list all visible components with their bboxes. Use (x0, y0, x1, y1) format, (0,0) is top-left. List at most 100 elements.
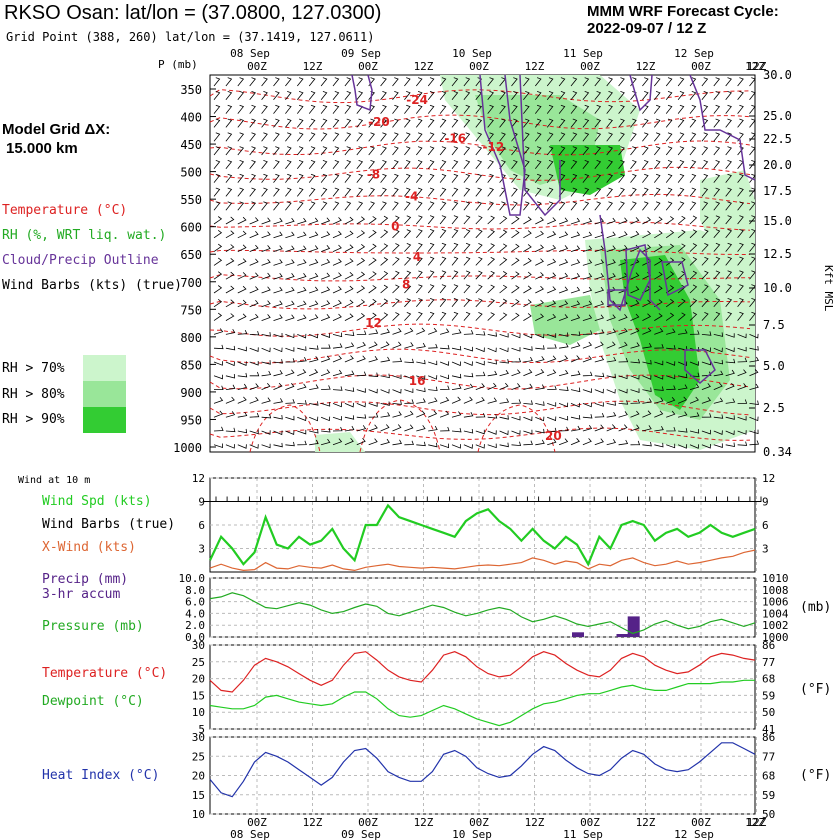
wind-barb-7-21 (463, 173, 471, 183)
wind-barb-9-40 (689, 201, 697, 211)
wind-barb-6-33 (606, 160, 613, 170)
wind-barb-15-18 (427, 284, 435, 294)
wind-barb-7-28 (546, 173, 554, 183)
legend-rh: RH (%, WRT liq. wat.) (2, 228, 167, 243)
wind-barb-14-12 (356, 271, 366, 280)
wind-barb-17-9 (320, 314, 331, 321)
wind-barb-2-45 (749, 104, 756, 114)
wind-barb-10-11 (344, 216, 354, 225)
wind-barb-6-40 (689, 160, 697, 170)
wind-barb-17-41 (701, 312, 709, 321)
xsection-time-4: 00Z (469, 60, 489, 73)
wind-barb-25-44 (737, 430, 747, 435)
wind-barb-16-10 (332, 299, 342, 308)
wind-barb-2-29 (558, 104, 566, 114)
wind-barb-20-0 (213, 361, 223, 366)
wind-barb-11-18 (427, 229, 435, 239)
wind-barb-23-20 (451, 396, 461, 404)
wind-barb-10-28 (547, 217, 557, 225)
wind-barb-6-28 (546, 160, 554, 170)
wind-barb-9-30 (570, 201, 578, 211)
wind-barb-5-30 (570, 146, 578, 156)
wind-barb-15-21 (463, 284, 471, 294)
wind-barb-24-14 (380, 412, 391, 418)
wind-barb-16-9 (320, 300, 331, 308)
wind-barb-0-4 (261, 77, 268, 87)
p-tick-label-450: 450 (180, 138, 202, 152)
wind-barb-0-5 (273, 77, 280, 87)
wind-barb-22-14 (380, 389, 390, 394)
wind-barb-26-14 (380, 438, 390, 446)
wind-barb-18-21 (463, 330, 474, 335)
wind-barb-26-38 (666, 443, 676, 449)
wind-barb-18-24 (499, 333, 509, 338)
wind-barb-17-2 (237, 313, 247, 321)
wind-barb-11-28 (547, 231, 557, 239)
wind-barb-26-20 (451, 444, 461, 449)
wind-barb-24-35 (630, 410, 640, 418)
pressure-panel-ytick-right-1: 1002 (762, 619, 789, 632)
wind-barb-18-34 (618, 327, 628, 335)
wind-barb-9-19 (439, 201, 447, 211)
wind-barb-17-31 (582, 314, 593, 321)
wind-barb-3-15 (392, 118, 399, 128)
heat-index-panel-ytick-right-0: 50 (762, 808, 775, 821)
wind-barb-11-27 (535, 230, 544, 239)
wind-barb-14-0 (213, 271, 223, 280)
wind-barb-15-44 (737, 284, 744, 294)
wind-barb-4-24 (499, 132, 506, 142)
wind-barb-18-26 (523, 333, 533, 339)
wind-barb-4-27 (534, 132, 542, 142)
wind-barb-13-17 (415, 256, 423, 266)
wind-barb-7-9 (320, 173, 328, 183)
wind-barb-9-16 (404, 201, 411, 211)
wind-barb-11-8 (309, 231, 319, 239)
page-title: RKSO Osan: lat/lon = (37.0800, 127.0300) (4, 2, 382, 24)
wind-barb-1-2 (237, 91, 245, 101)
wind-barb-6-16 (404, 160, 411, 170)
bottom-time-0: 00Z (247, 816, 267, 829)
wind-barb-9-11 (344, 201, 352, 211)
wind-barb-5-40 (689, 146, 697, 156)
wind-barb-2-24 (499, 104, 506, 114)
wind-barb-8-16 (404, 187, 411, 197)
wind-barb-11-42 (713, 229, 721, 239)
wind-barb-6-7 (296, 160, 304, 170)
wind-barb-17-18 (427, 311, 435, 321)
wind-barb-5-10 (332, 146, 340, 156)
temperature-contour-9 (209, 323, 751, 337)
wind-barb-13-41 (701, 256, 709, 266)
wind-barb-11-25 (511, 229, 520, 239)
wind-barb-16-4 (261, 300, 271, 308)
wind-barb-1-44 (737, 91, 744, 101)
wind-barb-23-42 (713, 397, 724, 404)
wind-barb-1-37 (653, 91, 661, 101)
wind-barb-21-32 (594, 372, 605, 378)
wind-barb-4-5 (273, 132, 280, 142)
legend-temperature: Temperature (°C) (2, 203, 128, 218)
pressure-panel-ytick-4: 8.0 (185, 584, 205, 597)
wind-barb-23-7 (297, 400, 307, 405)
p-tick-label-750: 750 (180, 303, 202, 317)
wind-barb-11-44 (737, 229, 744, 239)
wind-barb-16-12 (356, 299, 366, 308)
wind-barb-16-36 (642, 299, 652, 308)
wind-barb-6-23 (487, 160, 494, 170)
wind-barb-1-4 (261, 91, 268, 101)
wind-barb-24-40 (689, 412, 700, 418)
wind-barb-17-22 (475, 312, 483, 321)
wind-barb-23-18 (428, 397, 438, 404)
wind-barb-21-25 (511, 369, 521, 377)
wind-barb-23-41 (701, 396, 712, 404)
temperature-panel-ytick-right-5: 86 (762, 639, 775, 652)
wind-barb-12-39 (677, 243, 686, 252)
wind-barb-23-40 (689, 396, 699, 404)
wind-barb-13-38 (665, 257, 675, 266)
wind-barb-22-32 (594, 388, 604, 394)
wind-barb-13-40 (689, 256, 698, 266)
wind-barb-18-16 (404, 327, 414, 335)
wind-barb-13-35 (630, 258, 640, 266)
cloud-outline-6 (625, 244, 651, 301)
wind-barb-6-27 (534, 160, 542, 170)
wind-barb-24-36 (642, 410, 652, 418)
